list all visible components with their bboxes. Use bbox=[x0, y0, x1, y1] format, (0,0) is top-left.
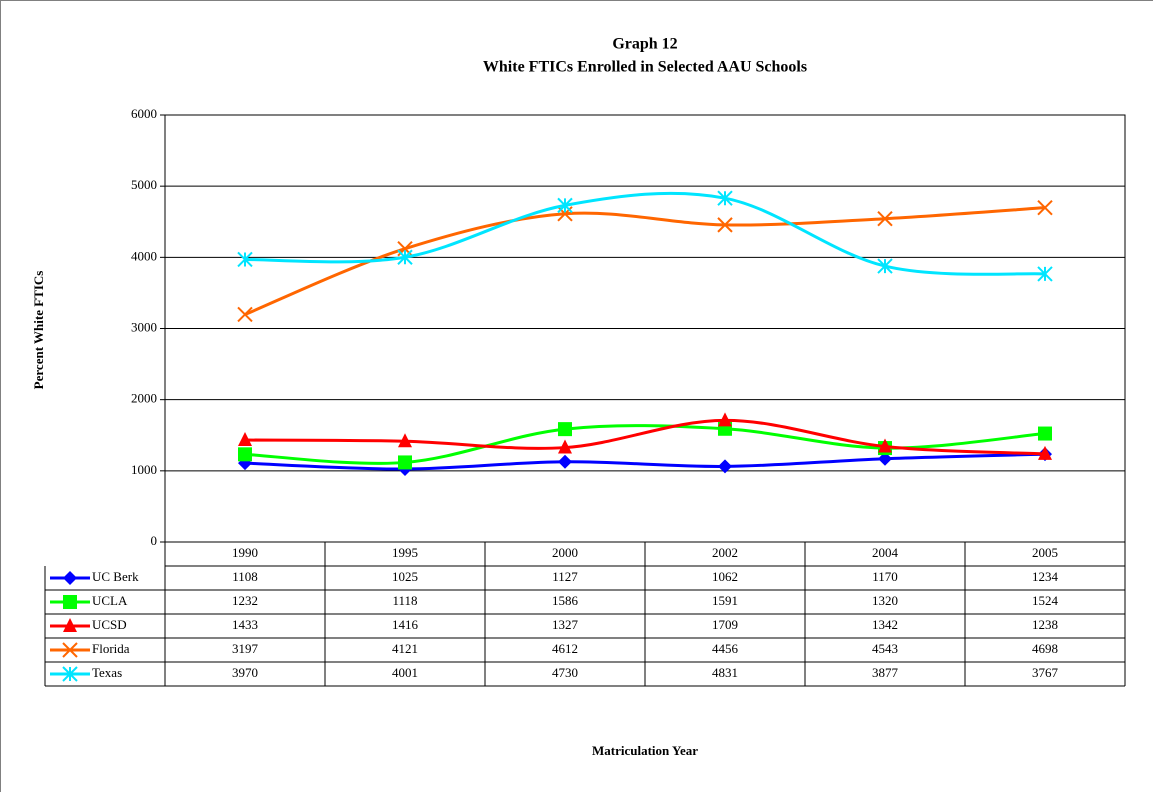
y-tick-label: 5000 bbox=[131, 177, 157, 192]
marker bbox=[877, 210, 893, 227]
x-tick-label: 2000 bbox=[552, 545, 578, 560]
legend-marker bbox=[62, 666, 78, 682]
legend-label: UCLA bbox=[92, 593, 128, 608]
marker bbox=[398, 433, 412, 448]
table-value: 4612 bbox=[552, 641, 578, 656]
y-axis-label: Percent White FTICs bbox=[31, 271, 46, 390]
table-value: 3767 bbox=[1032, 665, 1059, 680]
x-tick-label: 1990 bbox=[232, 545, 258, 560]
x-axis-label: Matriculation Year bbox=[592, 743, 698, 758]
table-value: 4698 bbox=[1032, 641, 1058, 656]
marker bbox=[237, 251, 253, 268]
table-value: 1524 bbox=[1032, 593, 1059, 608]
marker bbox=[558, 422, 572, 437]
table-value: 1118 bbox=[392, 593, 417, 608]
y-tick-label: 1000 bbox=[131, 462, 157, 477]
table-value: 4001 bbox=[392, 665, 418, 680]
table-value: 1709 bbox=[712, 617, 738, 632]
marker bbox=[1037, 266, 1053, 282]
table-value: 1234 bbox=[1032, 569, 1059, 584]
legend-marker bbox=[62, 642, 78, 658]
marker bbox=[238, 447, 252, 462]
marker bbox=[718, 412, 732, 427]
table-value: 4543 bbox=[872, 641, 898, 656]
marker bbox=[1038, 426, 1052, 441]
y-tick-label: 0 bbox=[151, 533, 158, 548]
legend-label: Texas bbox=[92, 665, 122, 680]
x-tick-label: 2005 bbox=[1032, 545, 1058, 560]
table-value: 1320 bbox=[872, 593, 898, 608]
table-value: 1170 bbox=[872, 569, 898, 584]
y-tick-label: 6000 bbox=[131, 106, 157, 121]
legend-label: UC Berk bbox=[92, 569, 139, 584]
table-value: 4831 bbox=[712, 665, 738, 680]
table-value: 3197 bbox=[232, 641, 259, 656]
table-value: 4456 bbox=[712, 641, 739, 656]
table-value: 1025 bbox=[392, 569, 418, 584]
series-line bbox=[244, 191, 1046, 276]
table-value: 1591 bbox=[712, 593, 738, 608]
marker bbox=[237, 306, 253, 323]
table-value: 4121 bbox=[392, 641, 418, 656]
legend-label: UCSD bbox=[92, 617, 127, 632]
marker bbox=[398, 455, 412, 470]
chart-title: Graph 12 bbox=[612, 36, 677, 53]
table-value: 1232 bbox=[232, 593, 258, 608]
x-tick-label: 2004 bbox=[872, 545, 899, 560]
legend-marker bbox=[63, 595, 77, 609]
series-line bbox=[244, 206, 1046, 316]
legend-label: Florida bbox=[92, 641, 130, 656]
marker bbox=[717, 190, 733, 206]
table-value: 1342 bbox=[872, 617, 898, 632]
legend-marker bbox=[63, 618, 77, 632]
marker bbox=[557, 197, 573, 214]
marker bbox=[558, 454, 572, 469]
chart-subtitle: White FTICs Enrolled in Selected AAU Sch… bbox=[483, 59, 807, 76]
table-value: 4730 bbox=[552, 665, 578, 680]
marker bbox=[717, 217, 733, 233]
table-value: 1127 bbox=[552, 569, 578, 584]
marker bbox=[878, 451, 892, 466]
marker bbox=[397, 249, 413, 265]
x-tick-label: 1995 bbox=[392, 545, 418, 560]
series-line bbox=[244, 418, 1046, 456]
y-tick-label: 4000 bbox=[131, 248, 157, 263]
marker bbox=[1037, 199, 1053, 216]
table-value: 1108 bbox=[232, 569, 258, 584]
marker bbox=[878, 438, 892, 453]
table-value: 1238 bbox=[1032, 617, 1058, 632]
table-value: 1062 bbox=[712, 569, 738, 584]
table-value: 1586 bbox=[552, 593, 579, 608]
table-value: 3970 bbox=[232, 665, 258, 680]
marker bbox=[238, 432, 252, 447]
table-value: 1416 bbox=[392, 617, 419, 632]
y-tick-label: 3000 bbox=[131, 319, 157, 334]
x-tick-label: 2002 bbox=[712, 545, 738, 560]
y-tick-label: 2000 bbox=[131, 391, 157, 406]
table-value: 1327 bbox=[552, 617, 579, 632]
marker bbox=[1038, 445, 1052, 460]
marker bbox=[718, 459, 732, 474]
marker bbox=[558, 439, 572, 454]
marker bbox=[877, 258, 893, 274]
table-value: 1433 bbox=[232, 617, 258, 632]
legend-marker bbox=[63, 571, 77, 585]
series-line bbox=[244, 452, 1046, 471]
table-value: 3877 bbox=[872, 665, 899, 680]
